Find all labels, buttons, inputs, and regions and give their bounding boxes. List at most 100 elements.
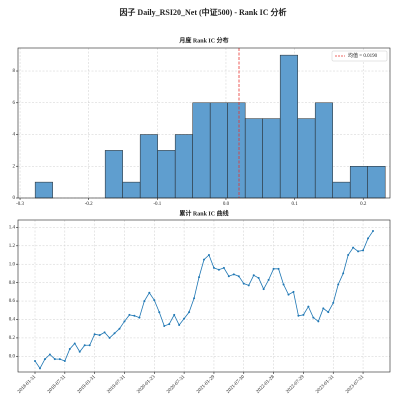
- line-point: [93, 333, 96, 336]
- line-point: [78, 350, 81, 353]
- line-point: [193, 297, 196, 300]
- line-point: [128, 313, 131, 316]
- y-tick-label: 4: [13, 133, 16, 138]
- y-tick-label: 1.4: [9, 226, 16, 231]
- histogram-bar: [227, 102, 246, 199]
- line-point: [113, 332, 116, 335]
- y-tick-label: 1.2: [9, 244, 16, 249]
- line-point: [217, 268, 220, 271]
- line-point: [43, 358, 46, 361]
- y-tick-label: 0: [13, 196, 16, 201]
- line-point: [297, 314, 300, 317]
- line-point: [133, 314, 136, 317]
- line-point: [332, 301, 335, 304]
- line-point: [362, 249, 365, 252]
- line-point: [53, 358, 56, 361]
- histogram-bar: [192, 102, 211, 199]
- y-tick-label: 0.2: [9, 336, 16, 341]
- line-point: [262, 288, 265, 291]
- line-point: [163, 324, 166, 327]
- y-tick-label: 2: [13, 164, 16, 169]
- line-point: [88, 344, 91, 347]
- plot-frame: [17, 219, 391, 373]
- y-tick-label: 0.0: [9, 354, 16, 359]
- x-tick-label: -0.1: [153, 202, 161, 207]
- line-point: [372, 230, 374, 233]
- line-point: [148, 291, 151, 294]
- line-point: [68, 347, 71, 350]
- line-point: [103, 331, 106, 334]
- y-tick-label: 8: [13, 69, 16, 74]
- histogram-bar: [314, 102, 333, 199]
- line-point: [282, 283, 285, 286]
- line-point: [48, 353, 51, 356]
- histogram-bar: [349, 166, 368, 199]
- line-point: [227, 275, 230, 278]
- figure-title: 因子 Daily_RSI20_Net (中证500) - Rank IC 分析: [119, 7, 286, 17]
- y-tick-label: 1.0: [9, 262, 16, 267]
- line-point: [173, 313, 176, 316]
- line-point: [222, 266, 225, 269]
- line-point: [178, 324, 181, 327]
- line-point: [212, 266, 215, 269]
- line-point: [342, 272, 345, 275]
- line-point: [58, 358, 61, 361]
- line-point: [247, 284, 250, 287]
- line-point: [138, 316, 141, 319]
- line-point: [183, 317, 186, 320]
- line-point: [232, 273, 235, 276]
- line-point: [123, 320, 126, 323]
- x-tick-label: -0.3: [16, 202, 24, 207]
- y-tick-label: 6: [13, 101, 16, 106]
- line-point: [237, 275, 240, 278]
- line-point: [242, 282, 245, 285]
- line-point: [347, 254, 350, 257]
- line-point: [153, 299, 156, 302]
- line-point: [38, 367, 41, 370]
- x-tick-label: 0.0: [223, 202, 230, 207]
- histogram-bar: [122, 181, 141, 199]
- y-tick-label: 0.4: [9, 318, 16, 323]
- line-point: [292, 290, 295, 293]
- x-tick-label: 0.1: [291, 202, 298, 207]
- histogram-bar: [244, 118, 263, 199]
- y-tick-label: 0.6: [9, 299, 16, 304]
- line-point: [272, 267, 275, 270]
- histogram-bar: [367, 166, 386, 199]
- line-point: [312, 316, 315, 319]
- line-point: [98, 334, 101, 337]
- line-point: [207, 254, 210, 257]
- line-point: [352, 246, 355, 249]
- line-point: [277, 267, 280, 270]
- legend-box: [331, 50, 388, 62]
- line-point: [158, 311, 161, 314]
- line-point: [168, 323, 171, 326]
- histogram-bar: [332, 181, 351, 199]
- legend-label: 均值 = 0.0190: [348, 52, 378, 59]
- line-point: [198, 276, 201, 279]
- line-point: [83, 344, 86, 347]
- line-point: [108, 336, 111, 339]
- line-point: [337, 283, 340, 286]
- histogram-bar: [297, 118, 316, 199]
- line-point: [357, 250, 360, 253]
- line-point: [118, 327, 121, 330]
- line-point: [257, 277, 260, 280]
- y-tick-label: 0.8: [9, 281, 16, 286]
- subplot-title: 累计 Rank IC 曲线: [179, 209, 228, 217]
- histogram-bar: [174, 134, 193, 199]
- line-point: [307, 305, 310, 308]
- line-point: [302, 313, 305, 316]
- line-point: [327, 311, 330, 314]
- line-point: [267, 278, 270, 281]
- line-point: [367, 237, 370, 240]
- histogram-bar: [262, 118, 281, 199]
- histogram-bar: [139, 134, 158, 199]
- histogram-bar: [209, 102, 228, 199]
- line-point: [143, 300, 146, 303]
- x-tick-label: -0.2: [85, 202, 93, 207]
- x-tick-label: 0.2: [360, 202, 367, 207]
- histogram-bar: [279, 54, 298, 199]
- line-point: [252, 274, 255, 277]
